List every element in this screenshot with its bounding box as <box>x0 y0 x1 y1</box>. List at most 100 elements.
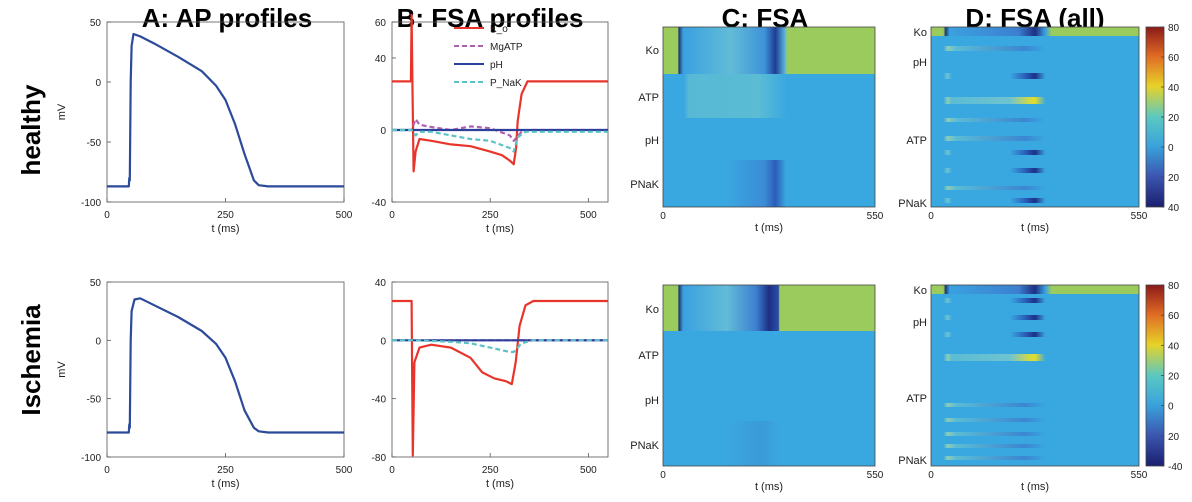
x-axis-label: t (ms) <box>486 478 514 490</box>
colorbar-tick-label: 60 <box>1168 53 1180 64</box>
y-tick-label: -50 <box>87 138 102 149</box>
heatmap-row-label: ATP <box>906 393 927 405</box>
legend-label: P_NaK <box>490 78 522 89</box>
x-tick-label: 500 <box>336 465 353 476</box>
y-tick-label: -100 <box>81 453 101 464</box>
y-tick-label: 50 <box>90 18 102 29</box>
x-axis-label: t (ms) <box>486 223 514 235</box>
x-tick-label: 0 <box>660 211 666 222</box>
heatmap-row-label: ATP <box>638 350 659 362</box>
heatmap-all-stripe <box>931 403 1139 407</box>
heatmap-all-stripe <box>931 186 1139 190</box>
row-label-healthy: healthy <box>16 84 46 176</box>
plot-frame <box>391 21 609 203</box>
heatmap-row-label: pH <box>913 317 927 329</box>
heatmap-row-label: ATP <box>638 92 659 104</box>
heatmap-row-label: Ko <box>914 285 927 297</box>
heatmap-row-label: PNaK <box>898 198 927 210</box>
x-tick-label: 0 <box>928 470 934 481</box>
colorbar-tick-label: 20 <box>1168 113 1180 124</box>
heatmap-all-stripe <box>931 73 1139 79</box>
x-axis-label: t (ms) <box>1021 481 1049 493</box>
x-tick-label: 0 <box>928 211 934 222</box>
y-tick-label: -40 <box>372 198 387 209</box>
heatmap-row-label: PNaK <box>630 179 659 191</box>
heatmap-frame <box>930 26 1140 208</box>
series-line-k-o <box>392 13 608 173</box>
x-tick-label: 550 <box>867 470 884 481</box>
heatmap-all-stripe <box>931 354 1139 361</box>
x-tick-label: 0 <box>660 470 666 481</box>
heatmap-all-ko <box>931 27 1139 36</box>
y-tick-label: 0 <box>380 336 386 347</box>
x-tick-label: 500 <box>580 210 597 221</box>
heatmap-all-stripe <box>931 168 1139 173</box>
heatmap-row-label: Ko <box>646 45 659 57</box>
column-title-a: A: AP profiles <box>142 3 312 33</box>
heatmap-band-ph <box>663 118 875 160</box>
x-tick-label: 0 <box>389 465 395 476</box>
x-tick-label: 250 <box>482 465 499 476</box>
colorbar-tick-label: 0 <box>1168 143 1174 154</box>
heatmap-all-stripe <box>931 456 1139 460</box>
x-tick-label: 0 <box>104 465 110 476</box>
heatmap-frame <box>662 26 876 208</box>
heatmap-band-ph <box>663 377 875 421</box>
series-line-p-nak <box>392 128 608 153</box>
y-tick-label: 40 <box>375 54 387 65</box>
colorbar-tick-label: 0 <box>1168 402 1174 413</box>
heatmap-row-label: pH <box>645 135 659 147</box>
x-tick-label: 500 <box>336 210 353 221</box>
series-line-mgatp <box>392 118 608 142</box>
heatmap-all-base <box>931 27 1139 207</box>
y-tick-label: 40 <box>375 278 387 289</box>
colorbar-tick-label: 40 <box>1168 341 1180 352</box>
panel-c-ischemia: 0 550 t (ms) Ko ATP pH PNaK <box>630 284 884 493</box>
y-tick-label: -100 <box>81 198 101 209</box>
y-tick-label: 60 <box>375 18 387 29</box>
heatmap-band-ko <box>663 27 875 74</box>
colorbar-tick-label: 80 <box>1168 23 1180 34</box>
legend-label: MgATP <box>490 42 523 53</box>
x-tick-label: 0 <box>104 210 110 221</box>
colorbar-tick-label: 80 <box>1168 281 1180 292</box>
column-title-b: B: FSA profiles <box>397 3 584 33</box>
colorbar-tick-label: -40 <box>1168 462 1183 473</box>
colorbar-tick-label: 40 <box>1168 83 1180 94</box>
colorbar-tick-label: 20 <box>1168 173 1180 184</box>
y-tick-label: 0 <box>95 336 101 347</box>
x-tick-label: 250 <box>217 210 234 221</box>
colorbar-tick-label: 20 <box>1168 432 1180 443</box>
heatmap-band-atp <box>663 74 875 118</box>
heatmap-all-ko <box>931 285 1139 294</box>
series-line-ap <box>107 297 344 434</box>
y-tick-label: 0 <box>95 78 101 89</box>
x-tick-label: 500 <box>580 465 597 476</box>
x-tick-label: 550 <box>1131 211 1148 222</box>
legend-label: pH <box>490 60 503 71</box>
panel-d-healthy: 0 550 t (ms) Ko pH ATP PNaK 80 60 40 20 0 20 40 <box>898 23 1179 234</box>
x-axis-label: t (ms) <box>211 478 239 490</box>
heatmap-row-label: Ko <box>914 27 927 39</box>
y-tick-label: 50 <box>90 278 102 289</box>
colorbar-tick-label: 60 <box>1168 311 1180 322</box>
heatmap-all-stripe <box>931 150 1139 155</box>
heatmap-all-stripe <box>931 444 1139 448</box>
heatmap-band-ko <box>663 285 875 331</box>
x-tick-label: 250 <box>217 465 234 476</box>
plot-frame <box>391 281 609 458</box>
heatmap-all-stripe <box>931 315 1139 320</box>
y-axis-label: mV <box>56 361 68 378</box>
series-line-k-o <box>392 299 608 457</box>
colorbar-tick-label: 40 <box>1168 203 1180 214</box>
colorbar-tick-label: 20 <box>1168 372 1180 383</box>
heatmap-all-stripe <box>931 432 1139 436</box>
x-tick-label: 250 <box>482 210 499 221</box>
heatmap-band-atp <box>663 331 875 377</box>
heatmap-all-stripe <box>931 198 1139 203</box>
heatmap-all-stripe <box>931 46 1139 51</box>
